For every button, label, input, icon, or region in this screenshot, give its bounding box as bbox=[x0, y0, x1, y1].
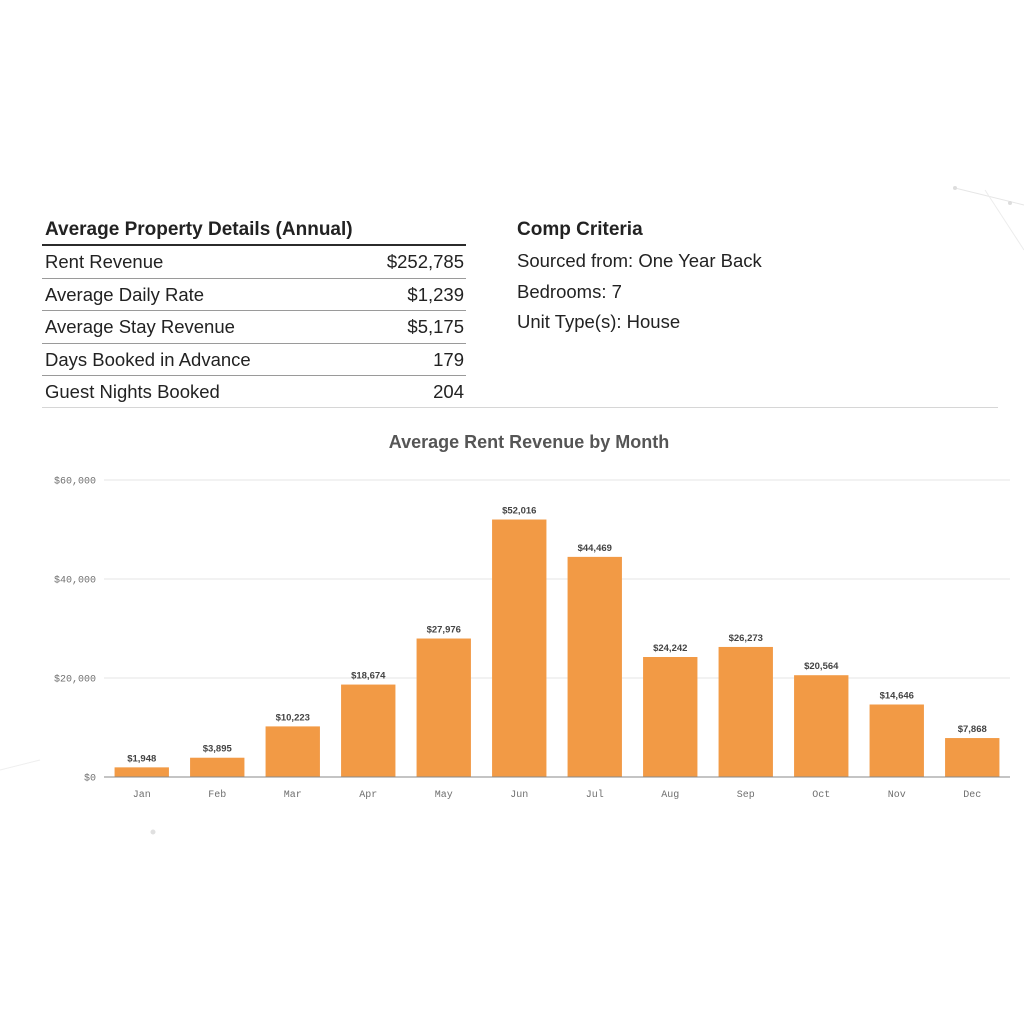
details-row-label: Average Stay Revenue bbox=[45, 316, 235, 337]
x-tick-label: Feb bbox=[208, 789, 226, 801]
data-label: $24,242 bbox=[653, 643, 687, 654]
chart-data-labels: $1,948 $3,895 $10,223 $18,674 $27,976 $52,016… bbox=[127, 506, 987, 765]
x-tick-label: Mar bbox=[284, 790, 302, 801]
bar-jan bbox=[114, 767, 169, 777]
data-label: $3,895 bbox=[203, 744, 233, 755]
data-label: $7,868 bbox=[958, 724, 987, 735]
bar-dec bbox=[945, 738, 1000, 777]
x-tick-label: Oct bbox=[812, 790, 830, 801]
y-tick-label: $20,000 bbox=[54, 674, 96, 686]
y-tick-label: $40,000 bbox=[54, 575, 96, 587]
y-tick-label: $60,000 bbox=[54, 476, 96, 488]
data-label: $18,674 bbox=[351, 671, 386, 682]
criteria-bedrooms: Bedrooms: 7 bbox=[517, 280, 622, 302]
details-row-value: $5,175 bbox=[407, 316, 464, 337]
details-row-average-daily-rate: Average Daily Rate $1,239 bbox=[42, 279, 466, 311]
bar-oct bbox=[794, 675, 849, 777]
details-row-label: Average Daily Rate bbox=[45, 283, 205, 305]
x-axis-ticks: Jan Feb Mar Apr May Jun Jul Aug Sep Oct Nov Dec bbox=[133, 789, 982, 801]
section-divider bbox=[42, 407, 998, 408]
bar-jun bbox=[492, 519, 547, 777]
bar-mar bbox=[265, 726, 320, 777]
x-tick-label: Apr bbox=[359, 790, 377, 801]
criteria-sourced-from: Sourced from: One Year Back bbox=[517, 250, 762, 271]
data-label: $52,016 bbox=[502, 506, 536, 517]
x-tick-label: Sep bbox=[737, 790, 755, 801]
details-row-days-booked-in-advance: Days Booked in Advance 179 bbox=[42, 344, 466, 376]
data-label: $20,564 bbox=[804, 661, 839, 672]
details-row-label: Rent Revenue bbox=[45, 251, 164, 272]
y-axis-ticks: $0 $20,000 $40,000 $60,000 bbox=[54, 476, 96, 785]
bar-nov bbox=[869, 704, 924, 777]
data-label: $44,469 bbox=[578, 543, 612, 554]
x-tick-label: Aug bbox=[661, 790, 679, 801]
x-tick-label: Jun bbox=[510, 790, 528, 801]
x-tick-label: May bbox=[435, 790, 453, 801]
comp-criteria-title: Comp Criteria bbox=[517, 219, 643, 240]
criteria-unit-types: Unit Type(s): House bbox=[517, 311, 681, 332]
data-label: $1,948 bbox=[127, 753, 156, 764]
details-row-rent-revenue: Rent Revenue $252,785 bbox=[42, 246, 466, 279]
data-label: $10,223 bbox=[276, 712, 310, 723]
bar-aug bbox=[643, 657, 698, 777]
details-row-value: 179 bbox=[433, 348, 464, 370]
x-tick-label: Nov bbox=[888, 790, 906, 801]
data-label: $26,273 bbox=[729, 633, 763, 644]
bar-apr bbox=[341, 684, 396, 777]
revenue-bar-chart: $0 $20,000 $40,000 $60,000 $1,948 $3,895 $10,… bbox=[54, 476, 1010, 801]
chart-title: Average Rent Revenue by Month bbox=[388, 432, 670, 452]
x-tick-label: Jul bbox=[586, 789, 604, 801]
details-row-average-stay-revenue: Average Stay Revenue $5,175 bbox=[42, 311, 466, 344]
x-tick-label: Dec bbox=[963, 790, 981, 801]
property-details-title: Average Property Details (Annual) bbox=[42, 214, 466, 246]
details-row-guest-nights-booked: Guest Nights Booked 204 bbox=[42, 376, 466, 409]
details-row-label: Guest Nights Booked bbox=[45, 381, 220, 402]
x-tick-label: Jan bbox=[133, 790, 151, 801]
y-tick-label: $0 bbox=[84, 773, 96, 785]
comp-criteria: Comp Criteria Sourced from: One Year Bac… bbox=[517, 214, 997, 338]
details-row-value: 204 bbox=[433, 381, 464, 402]
property-details-table: Average Property Details (Annual) Rent R… bbox=[42, 214, 466, 409]
details-row-label: Days Booked in Advance bbox=[45, 348, 251, 370]
bar-feb bbox=[190, 757, 245, 777]
details-row-value: $252,785 bbox=[386, 251, 464, 272]
bar-jul bbox=[567, 556, 622, 777]
data-label: $14,646 bbox=[880, 691, 914, 702]
chart-bars bbox=[114, 519, 1000, 777]
details-row-value: $1,239 bbox=[407, 283, 464, 305]
bar-sep bbox=[718, 646, 773, 777]
bar-may bbox=[416, 638, 471, 777]
data-label: $27,976 bbox=[427, 625, 461, 636]
